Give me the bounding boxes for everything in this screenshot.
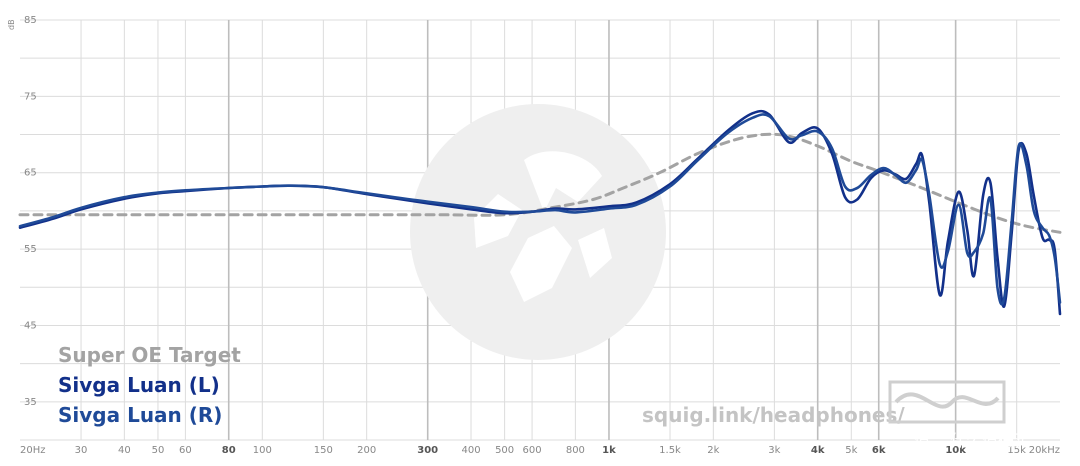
x-tick-label-800: 800: [566, 445, 585, 456]
x-tick-label-400: 400: [461, 445, 480, 456]
y-axis: 35 45 55 65 75 85: [24, 15, 37, 408]
x-tick-label-20khz: 20kHz: [1029, 445, 1060, 456]
x-tick-label-2k: 2k: [707, 445, 719, 456]
series-lines: [18, 109, 1062, 316]
x-tick-label-1k: 1k: [602, 445, 616, 456]
y-tick-label-85: 85: [24, 15, 37, 26]
y-tick-label-55: 55: [24, 244, 37, 255]
squiglink-watermark-logo: [410, 104, 666, 360]
squiglink-url-watermark: squig.link/headphones/: [642, 403, 905, 427]
x-tick-label-10k: 10k: [945, 445, 966, 456]
legend: Super OE Target Sivga Luan (L) Sivga Lua…: [58, 343, 241, 427]
series-line-sivga-luan-r: [18, 113, 1062, 306]
x-tick-label-1-5k: 1.5k: [659, 445, 681, 456]
legend-entry-sivga-luan-r: Sivga Luan (R): [58, 403, 222, 427]
x-tick-label-500: 500: [495, 445, 514, 456]
x-tick-label-4k: 4k: [811, 445, 825, 456]
x-tick-label-20hz: 20Hz: [20, 445, 46, 456]
x-tick-label-6k: 6k: [872, 445, 886, 456]
site-watermark-glyph: 值: [914, 431, 930, 450]
site-watermark: 值 什么值得买: [914, 431, 1030, 450]
y-tick-label-75: 75: [24, 91, 37, 102]
x-tick-label-100: 100: [253, 445, 272, 456]
series-line-super-oe-target: [18, 132, 1062, 234]
x-tick-label-50: 50: [152, 445, 165, 456]
x-tick-label-15k: 15k: [1007, 445, 1026, 456]
y-tick-label-35: 35: [24, 397, 37, 408]
x-tick-label-150: 150: [314, 445, 333, 456]
legend-entry-sivga-luan-l: Sivga Luan (L): [58, 373, 220, 397]
x-tick-label-5k: 5k: [845, 445, 857, 456]
y-axis-label: dB: [7, 19, 16, 30]
x-tick-label-80: 80: [222, 445, 236, 456]
y-tick-label-45: 45: [24, 320, 37, 331]
x-axis: 20Hz 30 40 50 60 80 100 150 200 300 400 500 600 800 1k…: [20, 445, 1060, 456]
y-tick-label-65: 65: [24, 168, 37, 179]
x-tick-label-30: 30: [75, 445, 88, 456]
legend-entry-super-oe-target: Super OE Target: [58, 343, 241, 367]
squiglink-wave-logo: [888, 380, 1006, 424]
x-tick-label-600: 600: [523, 445, 542, 456]
x-tick-label-200: 200: [357, 445, 376, 456]
x-tick-label-60: 60: [179, 445, 192, 456]
site-watermark-text: 什么值得买: [950, 431, 1030, 450]
x-tick-label-40: 40: [118, 445, 131, 456]
x-tick-label-300: 300: [417, 445, 438, 456]
x-tick-label-3k: 3k: [768, 445, 780, 456]
